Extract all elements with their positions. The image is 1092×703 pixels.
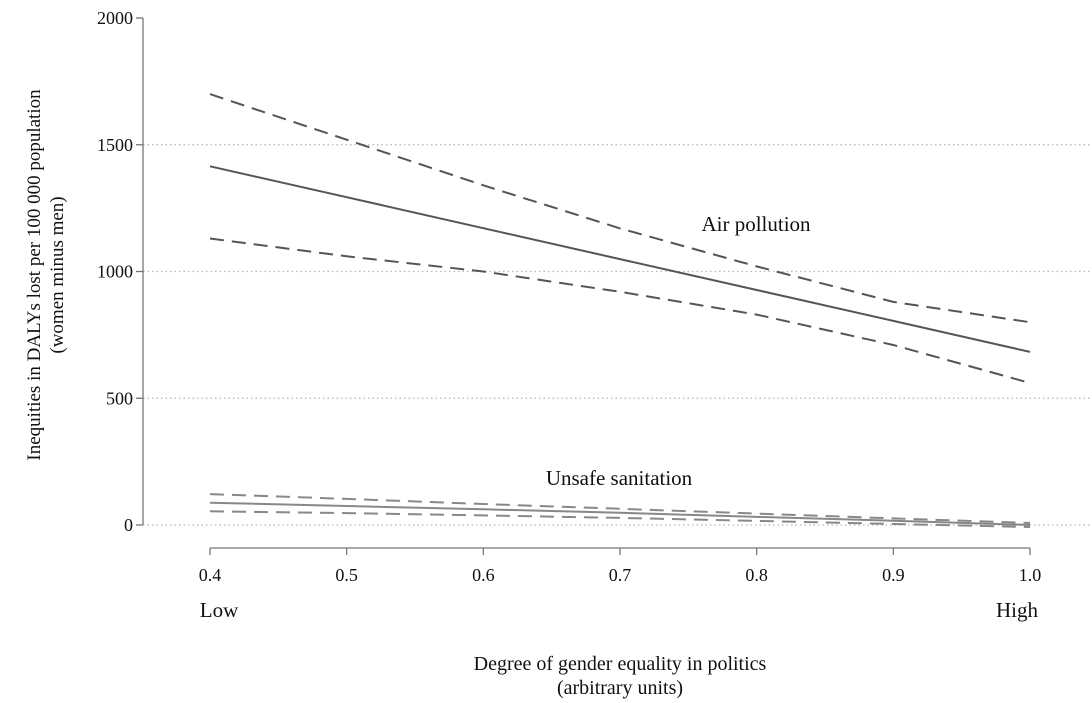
- ytick-label-1000: 1000: [97, 262, 133, 282]
- air-pollution-lower-ci: [209, 237, 1031, 384]
- unsafe-sanitation-upper-ci: [209, 493, 1031, 524]
- annotation-air-pollution: Air pollution: [701, 212, 811, 236]
- air-pollution-fit-line: [209, 165, 1031, 353]
- y-axis-subtitle: (women minus men): [47, 196, 68, 353]
- unsafe-sanitation-lower-ci: [209, 510, 1031, 528]
- ytick-label-500: 500: [106, 388, 133, 408]
- annotation-unsafe-sanitation: Unsafe sanitation: [546, 466, 693, 490]
- x-end-label-low: Low: [200, 598, 239, 622]
- xtick-label-1.0: 1.0: [1019, 565, 1042, 585]
- xtick-label-0.7: 0.7: [609, 565, 632, 585]
- y-axis-title: Inequities in DALYs lost per 100 000 pop…: [24, 89, 45, 461]
- x-axis-subtitle: (arbitrary units): [557, 677, 683, 699]
- xtick-label-0.6: 0.6: [472, 565, 495, 585]
- ytick-label-2000: 2000: [97, 8, 133, 28]
- x-end-label-high: High: [996, 598, 1039, 622]
- xtick-label-0.9: 0.9: [882, 565, 905, 585]
- axes: 0 500 1000 1500 2000 0.4 0.5 0.6 0.7 0.8 0.9 1.0: [97, 8, 1041, 585]
- labels-layer: Low High Degree of gender equality in poli…: [24, 89, 1039, 699]
- xtick-label-0.5: 0.5: [335, 565, 358, 585]
- xtick-label-0.4: 0.4: [199, 565, 222, 585]
- series-unsafe-sanitation: [209, 493, 1031, 528]
- ytick-label-0: 0: [124, 515, 133, 535]
- unsafe-sanitation-fit-line: [209, 501, 1031, 526]
- x-axis-title: Degree of gender equality in politics: [474, 653, 767, 675]
- series-layer: [209, 93, 1031, 528]
- air-pollution-upper-ci: [209, 93, 1031, 324]
- xtick-label-0.8: 0.8: [745, 565, 768, 585]
- grid-lines: [143, 144, 1092, 526]
- series-air-pollution: [209, 93, 1031, 384]
- ytick-label-1500: 1500: [97, 135, 133, 155]
